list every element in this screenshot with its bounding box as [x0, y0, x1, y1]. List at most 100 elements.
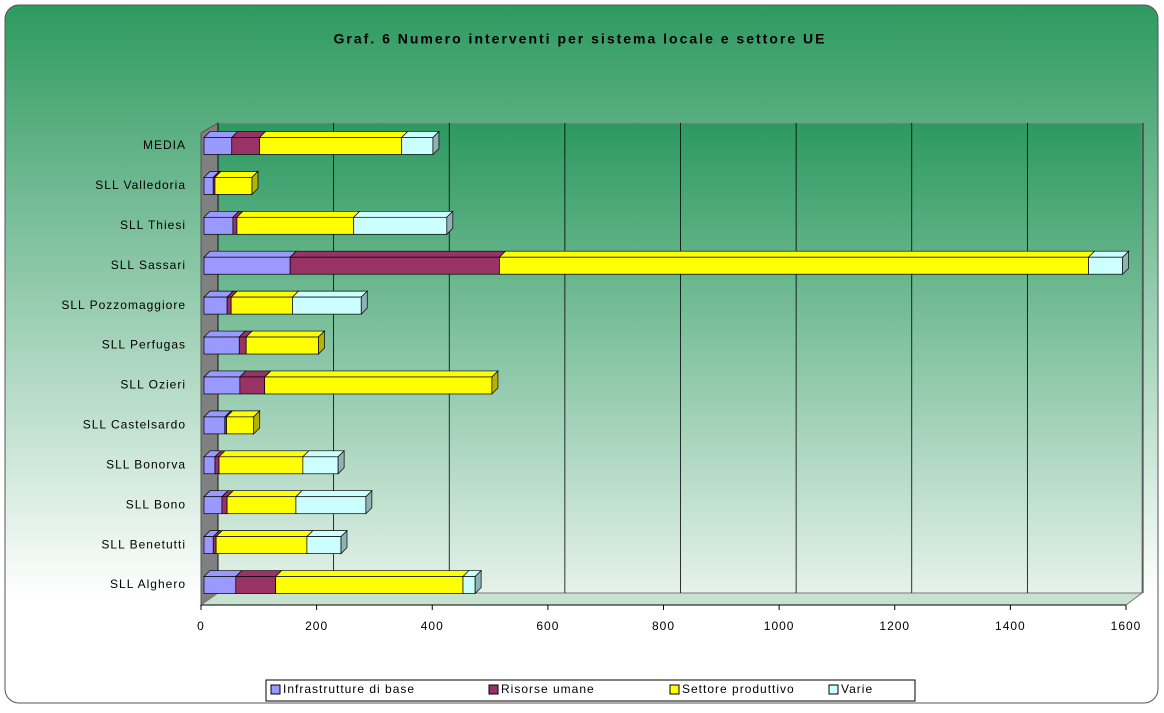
bar-top: [236, 210, 361, 218]
legend-label: Varie: [841, 682, 873, 696]
bar: [275, 576, 464, 594]
bar: [215, 536, 308, 554]
bar-side: [365, 489, 373, 515]
x-tick-label: 400: [421, 619, 444, 633]
bar-top: [306, 530, 348, 537]
bar: [1088, 256, 1123, 275]
x-tick-label: 1000: [764, 619, 795, 633]
bar: [203, 216, 234, 235]
bar: [203, 296, 228, 315]
bar: [203, 336, 240, 355]
bar-top: [245, 330, 326, 338]
bar: [236, 216, 355, 235]
bar-side: [251, 170, 259, 196]
legend-swatch: [488, 684, 499, 695]
bar-side: [318, 330, 325, 355]
bar: [292, 296, 362, 315]
y-tick-label: SLL Ozieri: [120, 378, 186, 392]
bar: [239, 376, 266, 395]
legend-swatch: [669, 684, 680, 695]
bar: [462, 576, 476, 594]
y-tick-label: SLL Bono: [126, 497, 186, 511]
bar: [203, 416, 226, 435]
bar-top: [203, 250, 297, 258]
y-tick-label: SLL Bonorva: [106, 457, 186, 471]
x-tick-label: 800: [652, 619, 675, 633]
y-tick-label: SLL Valledoria: [95, 178, 186, 192]
x-tick-label: 200: [305, 619, 328, 633]
bar: [203, 137, 233, 155]
y-tick-label: SLL Benetutti: [101, 537, 186, 551]
bar-top: [274, 570, 470, 577]
bar: [221, 496, 228, 515]
bar: [302, 456, 339, 475]
bar-side: [253, 410, 261, 435]
legend-label: Risorse umane: [501, 682, 595, 696]
x-tick-label: 1200: [879, 619, 910, 633]
bar: [401, 137, 434, 155]
bar: [232, 216, 238, 235]
bar-top: [263, 370, 499, 378]
bar: [231, 137, 260, 155]
legend-swatch: [828, 684, 839, 695]
bar-top: [352, 210, 454, 218]
x-tick-label: 600: [536, 619, 559, 633]
x-tick-label: 0: [197, 619, 205, 633]
bar-side: [474, 569, 482, 595]
bar: [238, 336, 247, 355]
bar: [259, 137, 403, 155]
bar: [226, 416, 255, 435]
y-tick-label: SLL Thiesi: [120, 218, 186, 232]
bar: [235, 576, 277, 594]
bar-side: [432, 130, 440, 156]
y-tick-label: MEDIA: [143, 138, 186, 152]
bar: [203, 256, 291, 275]
floor: [199, 592, 1144, 606]
bar: [203, 177, 214, 195]
bar: [295, 496, 367, 515]
bar-side: [360, 290, 368, 315]
bar-top: [289, 250, 507, 258]
bar-side: [337, 449, 345, 475]
bar-side: [1122, 250, 1129, 276]
plot-wall: [217, 122, 1143, 594]
y-tick-label: SLL Perfugas: [102, 338, 186, 352]
bar: [353, 216, 448, 235]
bar: [203, 536, 214, 554]
bar-top: [203, 370, 247, 378]
bar: [289, 256, 500, 275]
bar: [203, 456, 216, 475]
bar-side: [446, 210, 454, 236]
chart-title: Graf. 6 Numero interventi per sistema lo…: [334, 31, 827, 47]
bar-top: [215, 530, 314, 537]
bar-top: [498, 250, 1096, 258]
bar-side: [491, 370, 499, 395]
bar-top: [1087, 250, 1130, 258]
bar: [214, 456, 220, 475]
bar-side: [340, 529, 348, 555]
bar: [226, 296, 232, 315]
bar-top: [295, 490, 373, 498]
legend: [265, 679, 916, 702]
bar-top: [214, 171, 259, 178]
bar: [499, 256, 1089, 275]
y-tick-label: SLL Alghero: [110, 577, 186, 591]
bar: [226, 496, 297, 515]
bar: [230, 296, 293, 315]
legend-label: Infrastrutture di base: [283, 682, 415, 696]
bar-top: [291, 290, 369, 298]
bar: [245, 336, 319, 355]
bar-top: [234, 570, 283, 577]
x-tick-label: 1400: [995, 619, 1026, 633]
bar-top: [302, 450, 345, 458]
x-tick-label: 1600: [1111, 619, 1142, 633]
legend-label: Settore produttivo: [682, 682, 795, 696]
bar: [306, 536, 342, 554]
bar-top: [226, 490, 303, 498]
bar: [214, 177, 253, 195]
bar-top: [218, 450, 310, 458]
bar-top: [258, 131, 409, 138]
bar: [203, 376, 241, 395]
bar-top: [203, 570, 243, 577]
